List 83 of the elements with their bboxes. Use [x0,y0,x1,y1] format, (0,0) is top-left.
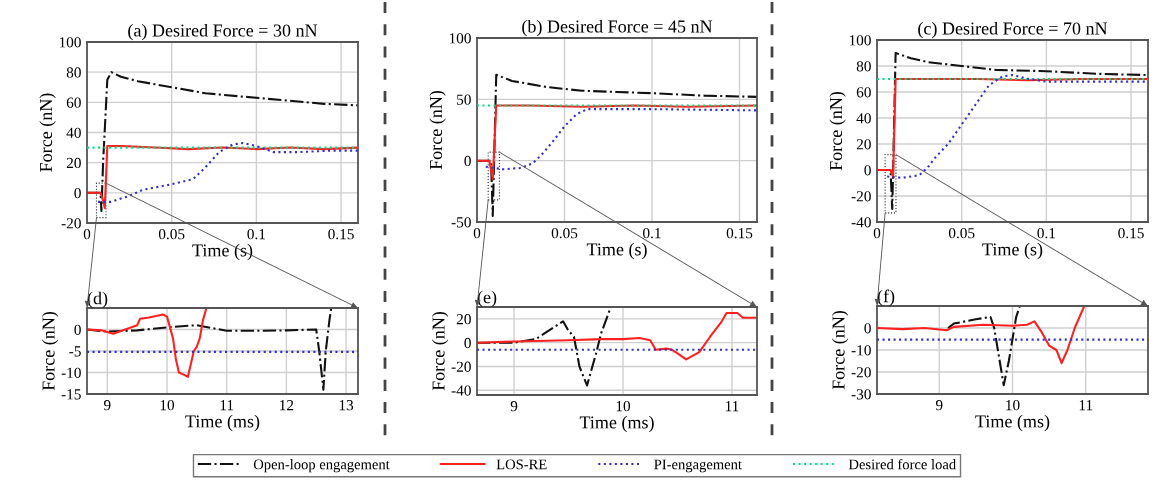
x-axis-title: Time (s) [586,242,647,260]
y-tick-label: -20 [61,218,81,229]
x-axis-title: Time (ms) [579,415,654,433]
x-tick-label: 0.1 [1037,228,1056,239]
x-tick-label: 0 [473,228,481,239]
line-series [87,308,208,378]
y-tick-label: 0 [74,324,81,335]
y-axis-title: Force (nN) [41,311,59,391]
y-axis-title: Force (nN) [429,90,446,170]
y-tick-label: 100 [449,33,471,44]
y-tick-label: 0 [864,323,871,334]
legend-label: LOS-RE [496,459,547,470]
line-series [477,104,757,181]
x-tick-label: 0.05 [158,229,185,240]
y-tick-label: 0 [864,165,871,176]
x-tick-label: 0.05 [551,228,578,239]
y-axis-title: Force (nN) [831,310,849,390]
y-tick-label: 60 [856,87,871,98]
legend-label: Desired force load [848,458,956,470]
legend-label: Open-loop engagement [253,459,390,473]
y-tick-label: -5 [69,346,81,357]
x-tick-label: 11 [220,400,234,411]
x-tick-label: 0.15 [1118,228,1144,239]
legend-label: PI-engagement [654,459,742,473]
y-tick-label: 40 [66,127,81,138]
y-tick-label: 0 [464,337,471,349]
x-tick-label: 11 [725,401,739,412]
y-axis-title: Force (nN) [431,311,449,391]
y-tick-label: 60 [66,97,81,108]
x-tick-label: 0 [83,229,91,240]
x-axis-title: Time (ms) [975,414,1050,432]
x-tick-label: 0.1 [643,228,661,239]
y-tick-label: -30 [851,389,871,400]
x-tick-label: 12 [280,400,294,411]
x-tick-label: 13 [339,400,354,411]
x-tick-label: 10 [1006,400,1020,411]
y-tick-label: 80 [66,67,81,78]
chart-title: (c) Desired Force = 70 nN [918,21,1108,39]
y-axis-title: Force (nN) [39,93,56,172]
y-tick-label: 40 [856,113,871,124]
x-tick-label: 11 [1079,400,1093,411]
x-tick-label: 9 [510,401,518,412]
x-tick-label: 0.1 [247,229,266,240]
x-axis-title: Time (ms) [185,414,260,432]
y-tick-label: -50 [451,217,471,228]
x-tick-label: 0.15 [726,228,753,239]
y-tick-label: -20 [851,367,871,378]
x-tick-label: 0.05 [948,228,975,239]
line-series [87,145,358,209]
chart-title: (f) [877,289,895,306]
x-tick-label: 10 [160,400,175,411]
y-axis-title: Force (nN) [829,91,846,171]
y-tick-label: -10 [851,345,871,356]
y-tick-label: -20 [451,361,471,372]
chart-title: (b) Desired Force = 45 nN [522,19,713,37]
y-tick-label: 20 [456,314,471,325]
y-tick-label: -40 [451,385,471,396]
y-tick-label: 20 [66,157,81,169]
line-series [947,306,1021,387]
x-tick-label: 0 [873,228,881,239]
y-tick-label: 0 [464,155,471,167]
y-tick-label: 20 [856,139,871,150]
x-tick-label: 0.15 [328,229,354,240]
y-tick-label: -20 [851,191,871,202]
line-series [877,306,1086,365]
y-tick-label: 100 [849,35,871,46]
line-series [484,108,757,171]
x-tick-label: 9 [103,400,111,411]
chart-title: (e) [477,290,497,307]
x-axis-title: Time (s) [982,242,1043,260]
y-tick-label: 80 [856,61,871,72]
y-tick-label: -10 [61,367,81,378]
x-tick-label: 9 [935,400,943,411]
x-tick-label: 10 [616,401,631,412]
y-tick-label: 100 [59,37,81,48]
chart-title: (d) [87,291,108,308]
chart-title: (a) Desired Force = 30 nN [128,23,318,41]
y-tick-label: 0 [74,187,81,199]
y-tick-label: -15 [61,389,81,400]
y-tick-label: 50 [457,94,471,105]
line-series [477,311,757,361]
y-tick-label: -40 [851,217,871,228]
x-axis-title: Time (s) [192,243,253,261]
